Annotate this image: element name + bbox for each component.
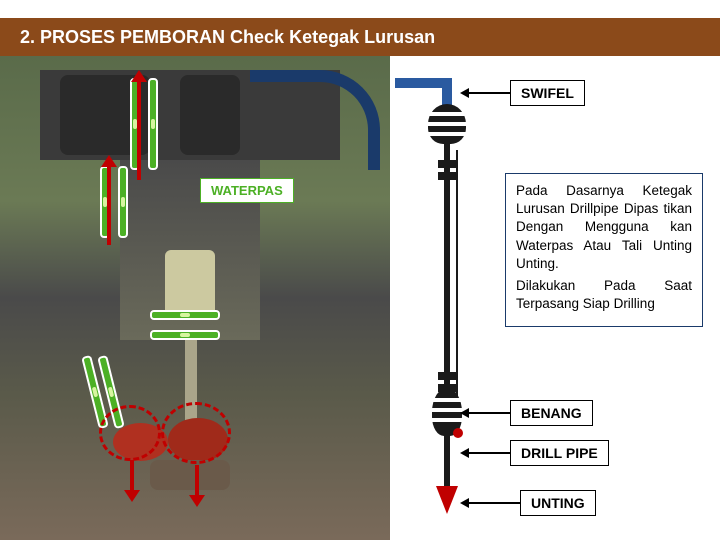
collar [438, 172, 456, 180]
collar [438, 160, 456, 168]
drillpipe-upper [444, 144, 450, 389]
swifel-label: SWIFEL [510, 80, 585, 106]
benang-label: BENANG [510, 400, 593, 426]
benang-arrow [468, 412, 510, 414]
red-arrow [137, 80, 141, 180]
hydraulic-hose [250, 70, 380, 170]
page-title: 2. PROSES PEMBORAN Check Ketegak Lurusan [20, 27, 435, 48]
red-arrow-head [189, 495, 205, 507]
unting-weight [436, 486, 458, 514]
waterpas-bar [148, 78, 158, 170]
description-box: Pada Dasarnya Ketegak Lurusan Drillpipe … [505, 173, 703, 327]
swifel-band [428, 132, 466, 136]
waterpas-label: WATERPAS [200, 178, 294, 203]
bit-base [150, 460, 230, 490]
desc-p1: Pada Dasarnya Ketegak Lurusan Drillpipe … [516, 182, 692, 273]
header-bar: 2. PROSES PEMBORAN Check Ketegak Lurusan [0, 18, 720, 56]
desc-p2: Dilakukan Pada Saat Terpasang Siap Drill… [516, 277, 692, 313]
red-arrow [130, 460, 134, 490]
drillpipe-arrow [468, 452, 510, 454]
unting-weight-top [453, 428, 463, 438]
collar-band [432, 398, 462, 402]
waterpas-bar-horizontal [150, 330, 220, 340]
benang-thread [456, 150, 458, 428]
drillpipe-label: DRILL PIPE [510, 440, 609, 466]
drillpipe-lower [444, 436, 450, 486]
waterpas-bar [118, 166, 128, 238]
red-arrow-head [124, 490, 140, 502]
motor-2 [180, 75, 240, 155]
highlight-circle [99, 405, 161, 461]
swifel-band [428, 112, 466, 116]
highlight-circle [161, 402, 231, 464]
collar-band [432, 408, 462, 412]
red-arrow [107, 165, 111, 245]
unting-label: UNTING [520, 490, 596, 516]
unting-arrow [468, 502, 520, 504]
swifel-band [428, 122, 466, 126]
red-arrow-head [131, 70, 147, 82]
red-arrow-head [101, 155, 117, 167]
collar-band [432, 418, 462, 422]
swifel-arrow [468, 92, 510, 94]
collar [438, 372, 456, 380]
waterpas-bar-horizontal [150, 310, 220, 320]
red-arrow [195, 465, 199, 495]
